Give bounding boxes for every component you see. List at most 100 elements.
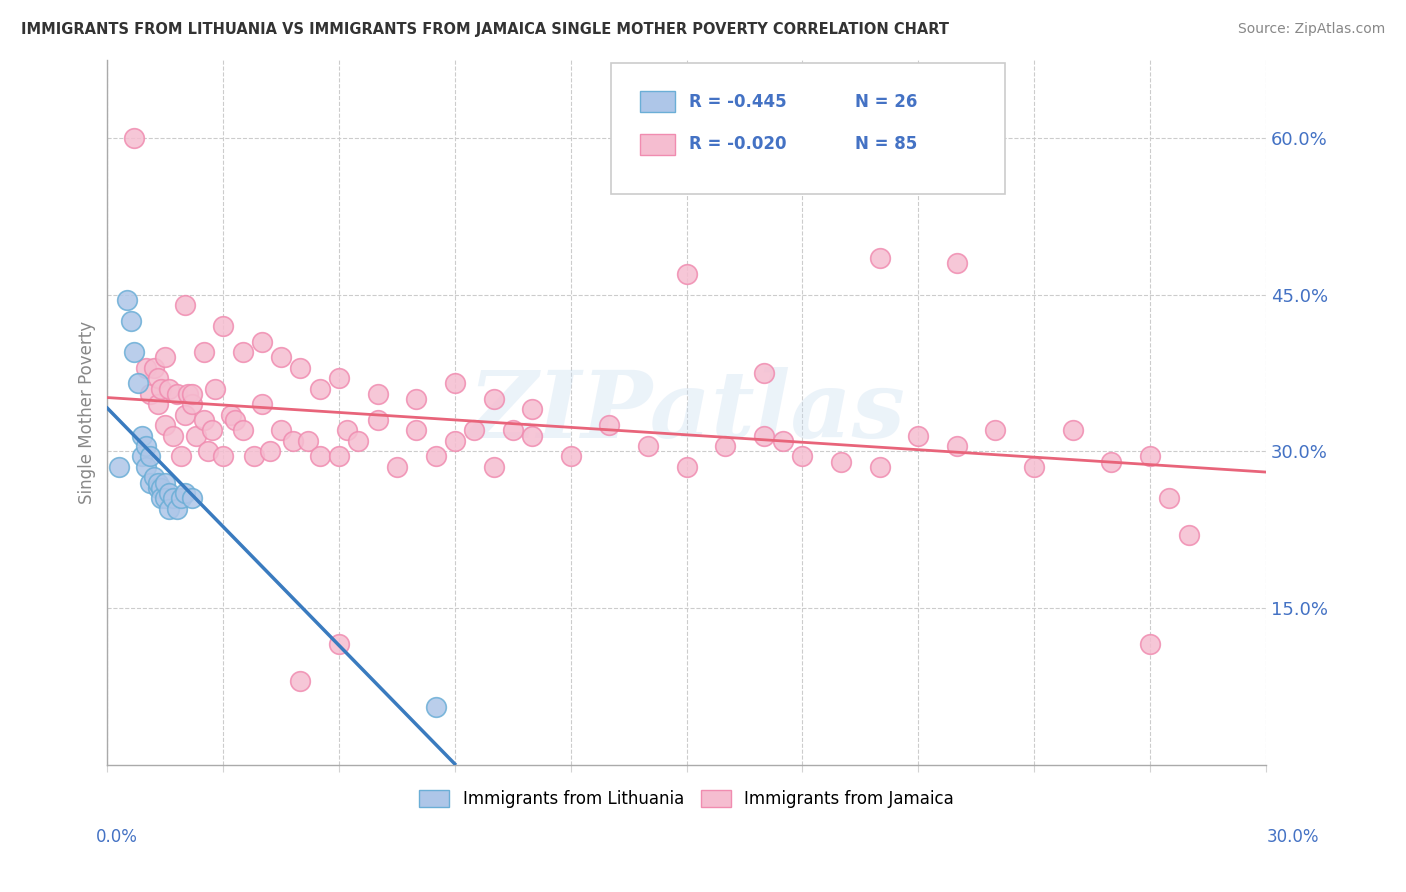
- Point: [367, 413, 389, 427]
- Point: [772, 434, 794, 448]
- Point: [328, 450, 350, 464]
- Point: [869, 251, 891, 265]
- FancyBboxPatch shape: [640, 134, 675, 155]
- FancyBboxPatch shape: [612, 63, 1005, 194]
- Point: [270, 350, 292, 364]
- Point: [675, 267, 697, 281]
- Point: [212, 318, 235, 333]
- Point: [1159, 491, 1181, 506]
- Point: [290, 360, 312, 375]
- Point: [186, 428, 208, 442]
- Point: [259, 444, 281, 458]
- Point: [243, 450, 266, 464]
- Point: [142, 470, 165, 484]
- Point: [792, 450, 814, 464]
- Point: [193, 345, 215, 359]
- Point: [1099, 455, 1122, 469]
- Point: [297, 434, 319, 448]
- Point: [212, 450, 235, 464]
- Point: [336, 423, 359, 437]
- Point: [150, 382, 173, 396]
- Point: [907, 428, 929, 442]
- Point: [181, 386, 204, 401]
- Point: [166, 386, 188, 401]
- Point: [405, 423, 427, 437]
- Point: [482, 392, 505, 406]
- FancyBboxPatch shape: [640, 91, 675, 112]
- Point: [1022, 459, 1045, 474]
- Point: [157, 501, 180, 516]
- Point: [290, 673, 312, 688]
- Point: [219, 408, 242, 422]
- Point: [155, 418, 177, 433]
- Point: [224, 413, 246, 427]
- Point: [281, 434, 304, 448]
- Point: [193, 413, 215, 427]
- Point: [162, 428, 184, 442]
- Point: [231, 423, 253, 437]
- Point: [520, 402, 543, 417]
- Point: [1177, 528, 1199, 542]
- Point: [181, 397, 204, 411]
- Point: [135, 459, 157, 474]
- Point: [444, 434, 467, 448]
- Point: [127, 376, 149, 391]
- Point: [482, 459, 505, 474]
- Point: [752, 428, 775, 442]
- Point: [173, 298, 195, 312]
- Point: [108, 459, 131, 474]
- Point: [131, 428, 153, 442]
- Point: [714, 439, 737, 453]
- Text: N = 85: N = 85: [855, 136, 917, 153]
- Point: [1139, 637, 1161, 651]
- Text: 30.0%: 30.0%: [1267, 828, 1319, 846]
- Point: [146, 481, 169, 495]
- Point: [946, 256, 969, 270]
- Point: [405, 392, 427, 406]
- Text: R = -0.445: R = -0.445: [689, 93, 786, 111]
- Point: [181, 491, 204, 506]
- Point: [173, 408, 195, 422]
- Point: [560, 450, 582, 464]
- Point: [142, 360, 165, 375]
- Point: [598, 418, 620, 433]
- Point: [984, 423, 1007, 437]
- Point: [146, 475, 169, 490]
- Point: [146, 371, 169, 385]
- Point: [425, 450, 447, 464]
- Point: [367, 386, 389, 401]
- Point: [1139, 450, 1161, 464]
- Point: [170, 491, 193, 506]
- Point: [463, 423, 485, 437]
- Point: [231, 345, 253, 359]
- Point: [150, 481, 173, 495]
- Point: [124, 131, 146, 145]
- Text: ZIPatlas: ZIPatlas: [468, 367, 905, 457]
- Point: [155, 491, 177, 506]
- Point: [444, 376, 467, 391]
- Point: [162, 491, 184, 506]
- Point: [177, 386, 200, 401]
- Point: [115, 293, 138, 307]
- Text: 0.0%: 0.0%: [96, 828, 138, 846]
- Text: Source: ZipAtlas.com: Source: ZipAtlas.com: [1237, 22, 1385, 37]
- Point: [270, 423, 292, 437]
- Point: [173, 486, 195, 500]
- Point: [385, 459, 408, 474]
- Point: [146, 397, 169, 411]
- Point: [155, 350, 177, 364]
- Point: [328, 371, 350, 385]
- Point: [328, 637, 350, 651]
- Point: [131, 450, 153, 464]
- Point: [120, 314, 142, 328]
- Point: [869, 459, 891, 474]
- Legend: Immigrants from Lithuania, Immigrants from Jamaica: Immigrants from Lithuania, Immigrants fr…: [411, 781, 962, 816]
- Point: [347, 434, 370, 448]
- Point: [201, 423, 224, 437]
- Point: [308, 382, 330, 396]
- Point: [520, 428, 543, 442]
- Point: [204, 382, 226, 396]
- Y-axis label: Single Mother Poverty: Single Mother Poverty: [79, 320, 96, 504]
- Point: [150, 491, 173, 506]
- Point: [675, 459, 697, 474]
